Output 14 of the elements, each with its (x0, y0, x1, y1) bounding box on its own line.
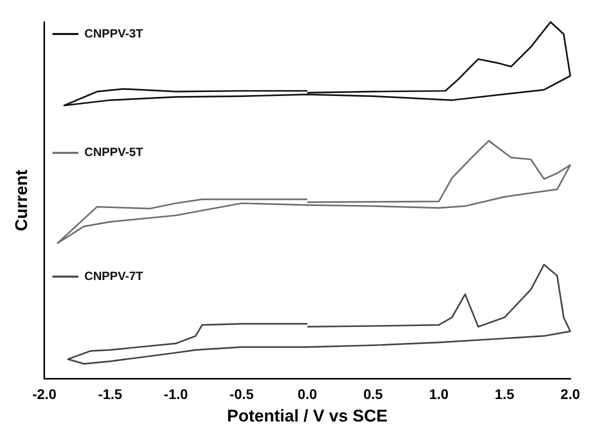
x-tick-label: 1.0 (429, 386, 449, 402)
legend-label: CNPPV-3T (84, 26, 144, 40)
x-axis-title: Potential / V vs SCE (227, 406, 388, 426)
x-tick-label: 0.0 (298, 386, 318, 402)
x-tick-label: 1.5 (494, 386, 514, 402)
x-tick-label: -1.5 (98, 386, 122, 402)
legend-label: CNPPV-7T (84, 268, 144, 283)
x-tick-label: -2.0 (32, 386, 57, 402)
x-tick-label: -1.0 (164, 386, 188, 402)
y-axis-title: Current (12, 169, 31, 232)
x-tick-label: 2.0 (560, 386, 580, 402)
x-tick-label: 0.5 (363, 386, 384, 402)
x-tick-label: -0.5 (230, 386, 254, 402)
legend-label: CNPPV-5T (84, 145, 144, 160)
